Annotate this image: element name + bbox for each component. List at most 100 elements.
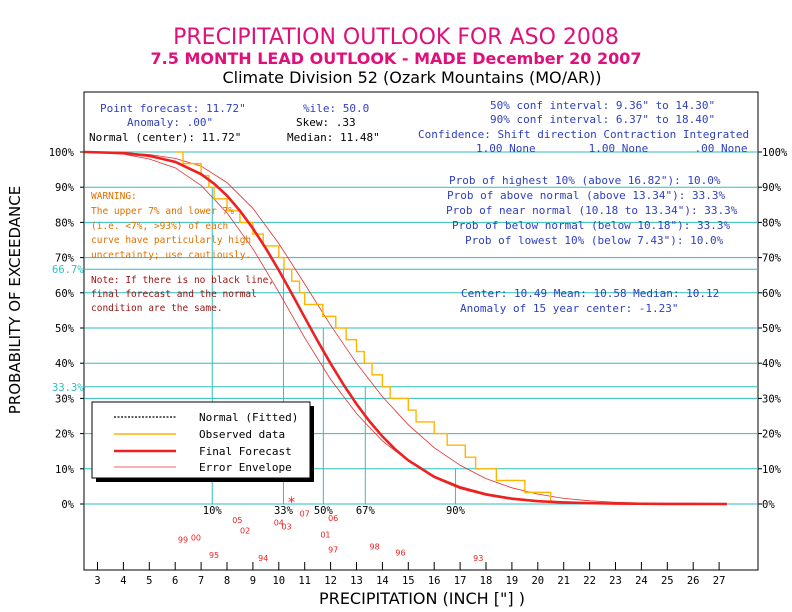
y-tick-label-left-10: 10% xyxy=(55,464,75,476)
chart-title: PRECIPITATION OUTLOOK FOR ASO 2008 xyxy=(173,25,619,50)
tercile-label-1: 33.3% xyxy=(52,382,84,394)
warning-line-2: The upper 7% and lower 7% xyxy=(91,206,234,217)
legend-label-observed: Observed data xyxy=(199,428,285,441)
year-label-04: 04 xyxy=(274,518,284,527)
x-tick-label-15: 15 xyxy=(402,575,415,587)
y-tick-label-right-10: 10% xyxy=(762,464,782,476)
x-tick-label-5: 5 xyxy=(146,575,152,587)
year-label-03: 03 xyxy=(281,523,291,532)
percentile-label-2: 50% xyxy=(314,505,334,517)
y-tick-label-right-70: 70% xyxy=(762,253,782,265)
year-label-00: 00 xyxy=(191,533,201,542)
year-label-06: 06 xyxy=(328,514,338,523)
x-tick-label-3: 3 xyxy=(94,575,100,587)
y-tick-label-right-40: 40% xyxy=(762,358,782,370)
tercile-label-0: 66.7% xyxy=(52,264,84,276)
x-tick-label-27: 27 xyxy=(713,575,726,587)
note-line-2: final forecast and the normal xyxy=(91,289,257,300)
x-tick-label-7: 7 xyxy=(198,575,204,587)
year-label-96: 96 xyxy=(395,548,405,557)
prob-above: Prob of above normal (above 13.34"): 33.… xyxy=(447,189,726,202)
confidence-values: 1.00 None 1.00 None .00 None xyxy=(476,142,748,155)
y-tick-label-left-30: 30% xyxy=(55,393,75,405)
y-tick-label-right-30: 30% xyxy=(762,393,782,405)
y-tick-label-left-80: 80% xyxy=(55,217,75,229)
y-tick-label-left-100: 100% xyxy=(49,147,75,159)
percentile-label-4: 90% xyxy=(446,505,466,517)
y-tick-label-right-0: 0% xyxy=(762,499,775,511)
anomaly-center: Anomaly of 15 year center: -1.23" xyxy=(460,302,679,315)
x-tick-label-8: 8 xyxy=(224,575,230,587)
y-tick-label-right-90: 90% xyxy=(762,182,782,194)
legend-label-normal: Normal (Fitted) xyxy=(199,411,298,424)
plot-frame xyxy=(83,91,759,571)
percentile-value: %ile: 50.0 xyxy=(303,102,369,115)
y-axis-title: PROBABILITY OF EXCEEDANCE xyxy=(6,186,24,414)
y-tick-label-left-60: 60% xyxy=(55,288,75,300)
note-line-1: Note: If there is no black line, xyxy=(91,275,274,286)
year-label-07: 07 xyxy=(300,510,310,519)
year-label-93: 93 xyxy=(473,554,483,563)
warning-line-4: curve have particularly high xyxy=(91,235,251,246)
prob-highest: Prob of highest 10% (above 16.82"): 10.0… xyxy=(449,174,721,187)
x-tick-label-26: 26 xyxy=(687,575,700,587)
x-tick-label-9: 9 xyxy=(250,575,256,587)
y-tick-label-left-50: 50% xyxy=(55,323,75,335)
x-tick-label-10: 10 xyxy=(272,575,285,587)
year-label-01: 01 xyxy=(320,530,330,539)
y-tick-label-left-20: 20% xyxy=(55,429,75,441)
year-label-95: 95 xyxy=(209,551,219,560)
axis-layer: 0% 0% 10% 10% 20% 20% 30% 30% 40% 40% 50% 50% 60% 60%… xyxy=(49,147,788,587)
median-value: Median: 11.48" xyxy=(287,131,380,144)
y-tick-label-right-50: 50% xyxy=(762,323,782,335)
skew-value: Skew: .33 xyxy=(296,116,356,129)
percentile-label-1: 33% xyxy=(274,505,294,517)
observed-step-line xyxy=(175,151,552,504)
note-block: Note: If there is no black line, final f… xyxy=(91,275,274,314)
year-label-99: 99 xyxy=(178,536,188,545)
x-tick-label-24: 24 xyxy=(635,575,648,587)
y-tick-label-right-100: 100% xyxy=(762,147,788,159)
chart-subtitle: 7.5 MONTH LEAD OUTLOOK - MADE December 2… xyxy=(151,49,642,68)
grid-layer xyxy=(84,151,758,505)
x-tick-label-17: 17 xyxy=(454,575,467,587)
prob-near: Prob of near normal (10.18 to 13.34"): 3… xyxy=(446,204,738,217)
confidence-header: Confidence: Shift direction Contraction … xyxy=(418,128,749,141)
y-tick-label-right-60: 60% xyxy=(762,288,782,300)
x-tick-label-19: 19 xyxy=(506,575,519,587)
y-tick-label-left-90: 90% xyxy=(55,182,75,194)
conf-interval-90: 90% conf interval: 6.37" to 18.40" xyxy=(490,113,715,126)
percentile-label-3: 67% xyxy=(356,505,376,517)
forecast-point-marker: * xyxy=(288,495,295,511)
warning-block: WARNING: The upper 7% and lower 7% (i.e.… xyxy=(91,191,251,261)
year-label-97: 97 xyxy=(328,546,338,555)
warning-line-1: WARNING: xyxy=(91,191,137,202)
x-tick-label-13: 13 xyxy=(350,575,363,587)
legend-label-final: Final Forecast xyxy=(199,445,292,458)
legend-box xyxy=(91,401,311,479)
x-tick-label-6: 6 xyxy=(172,575,178,587)
center-mean-median: Center: 10.49 Mean: 10.58 Median: 10.12 xyxy=(461,287,719,300)
x-tick-label-25: 25 xyxy=(661,575,674,587)
anomaly-value: Anomaly: .00" xyxy=(127,116,213,129)
x-tick-label-12: 12 xyxy=(324,575,337,587)
x-tick-label-18: 18 xyxy=(480,575,493,587)
percentile-label-0: 10% xyxy=(203,505,223,517)
year-label-94: 94 xyxy=(258,554,268,563)
normal-center: Normal (center): 11.72" xyxy=(89,131,241,144)
note-line-3: condition are the same. xyxy=(91,303,223,314)
probability-block: Prob of highest 10% (above 16.82"): 10.0… xyxy=(446,174,738,315)
prob-below: Prob of below normal (below 10.18"): 33.… xyxy=(452,219,731,232)
conf-interval-50: 50% conf interval: 9.36" to 14.30" xyxy=(490,99,715,112)
year-label-02: 02 xyxy=(240,527,250,536)
final-forecast-line xyxy=(84,150,727,506)
year-label-05: 05 xyxy=(232,516,242,525)
year-label-98: 98 xyxy=(370,542,380,551)
x-axis-title: PRECIPITATION (INCH ["] ) xyxy=(319,589,525,608)
x-tick-label-21: 21 xyxy=(557,575,570,587)
division-title: Climate Division 52 (Ozark Mountains (MO… xyxy=(222,68,601,87)
stats-block: Point forecast: 11.72" Anomaly: .00" Nor… xyxy=(89,99,749,155)
x-tick-label-20: 20 xyxy=(531,575,544,587)
prob-lowest: Prob of lowest 10% (below 7.43"): 10.0% xyxy=(465,234,724,247)
